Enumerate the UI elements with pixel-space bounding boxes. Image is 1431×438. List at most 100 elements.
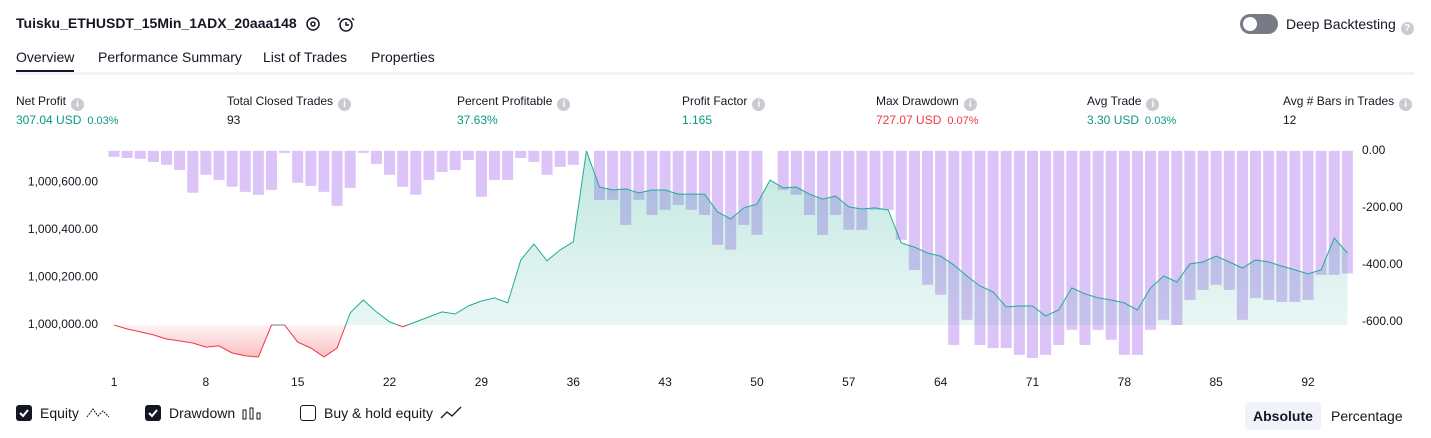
drawdown-bar: [1328, 150, 1340, 275]
stat-value: 12: [1283, 113, 1297, 127]
drawdown-bar: [279, 150, 291, 153]
drawdown-bar: [357, 150, 369, 153]
y-tick-label: 1,000,400.00: [28, 222, 98, 236]
drawdown-bar: [226, 150, 238, 187]
info-icon[interactable]: i: [1399, 98, 1413, 111]
drawdown-bar: [318, 150, 330, 192]
drawdown-bar: [1026, 150, 1038, 359]
drawdown-bar: [1118, 150, 1130, 355]
drawdown-bar: [331, 150, 343, 206]
x-tick-label: 15: [291, 375, 305, 389]
checkbox[interactable]: [145, 405, 161, 421]
drawdown-bar: [777, 150, 789, 190]
info-icon[interactable]: i: [752, 98, 766, 111]
drawdown-bar: [515, 150, 527, 158]
drawdown-bar: [817, 150, 829, 235]
drawdown-bar: [423, 150, 435, 180]
drawdown-bar: [659, 150, 671, 210]
legend-item[interactable]: Drawdown: [145, 405, 263, 421]
drawdown-bar: [502, 150, 514, 180]
drawdown-bar: [436, 150, 448, 172]
drawdown-bar: [790, 150, 802, 195]
help-icon[interactable]: ?: [1400, 22, 1414, 35]
drawdown-bar: [174, 150, 186, 170]
x-tick-label: 8: [203, 375, 210, 389]
percentage-button[interactable]: Percentage: [1331, 408, 1403, 424]
strategy-title: Tuisku_ETHUSDT_15Min_1ADX_20aaa148: [16, 15, 297, 31]
tab[interactable]: List of Trades: [263, 49, 348, 65]
legend-label: Drawdown: [169, 405, 236, 421]
drawdown-bar: [1040, 150, 1052, 355]
drawdown-bar: [751, 150, 763, 235]
x-tick-label: 57: [842, 375, 856, 389]
drawdown-bar: [830, 150, 842, 215]
text: Profit Factor: [682, 94, 748, 108]
checkbox[interactable]: [300, 405, 316, 421]
stat-label: Avg # Bars in Trades i: [1283, 94, 1413, 111]
drawdown-bar: [1223, 150, 1235, 290]
text: 307.04 USD: [16, 113, 82, 127]
drawdown-bar: [803, 150, 815, 215]
y-tick-label: 1,000,200.00: [28, 270, 98, 284]
stat-label: Avg Trade i: [1087, 94, 1160, 111]
drawdown-bar: [252, 150, 264, 195]
drawdown-bar: [922, 150, 934, 285]
text: 3.30 USD: [1087, 113, 1140, 127]
text: Total Closed Trades: [227, 94, 334, 108]
text: Max Drawdown: [876, 94, 959, 108]
drawdown-bar: [1236, 150, 1248, 320]
toggle[interactable]: [1240, 14, 1278, 34]
drawdown-bar: [121, 150, 133, 158]
drawdown-bar: [698, 150, 710, 215]
stat-label: Profit Factor i: [682, 94, 766, 111]
drawdown-bar: [1250, 150, 1262, 298]
drawdown-bar: [265, 150, 277, 190]
absolute-button[interactable]: Absolute: [1245, 402, 1321, 430]
drawdown-bar: [384, 150, 396, 175]
x-tick-label: 64: [934, 375, 948, 389]
info-icon[interactable]: i: [963, 98, 977, 111]
drawdown-bar: [843, 150, 855, 230]
x-tick-label: 78: [1118, 375, 1132, 389]
drawdown-bar: [213, 150, 225, 180]
tab[interactable]: Overview: [16, 49, 75, 73]
text: Percent Profitable: [457, 94, 553, 108]
tab[interactable]: Performance Summary: [98, 49, 242, 65]
legend-item[interactable]: Equity: [16, 405, 111, 421]
tab[interactable]: Properties: [371, 49, 435, 65]
drawdown-bar: [908, 150, 920, 270]
drawdown-bar: [1013, 150, 1025, 355]
equity-line: [113, 150, 1348, 358]
stat-value: 37.63%: [457, 113, 498, 127]
drawdown-bar: [410, 150, 422, 195]
info-icon[interactable]: i: [1146, 98, 1160, 111]
info-icon[interactable]: i: [71, 98, 85, 111]
drawdown-bar: [108, 150, 120, 157]
drawdown-bar: [725, 150, 737, 250]
drawdown-bar: [292, 150, 304, 183]
drawdown-bar: [935, 150, 947, 295]
drawdown-bar: [1263, 150, 1275, 300]
drawdown-bar: [633, 150, 645, 200]
y-tick-label: 1,000,600.00: [28, 175, 98, 189]
info-icon[interactable]: i: [338, 98, 352, 111]
x-tick-label: 22: [383, 375, 397, 389]
drawdown-bar: [1158, 150, 1170, 320]
checkbox[interactable]: [16, 405, 32, 421]
info-icon[interactable]: i: [557, 98, 571, 111]
title-icons[interactable]: [304, 14, 364, 34]
drawdown-bar: [397, 150, 409, 187]
drawdown-bar: [305, 150, 317, 186]
drawdown-bar: [462, 150, 474, 160]
drawdown-bar: [239, 150, 251, 192]
drawdown-bar: [1197, 150, 1209, 290]
drawdown-bar: [1289, 150, 1301, 302]
legend-item[interactable]: Buy & hold equity: [300, 405, 463, 421]
text: Avg Trade: [1087, 94, 1142, 108]
stat-value: 93: [227, 113, 241, 127]
x-tick-label: 92: [1301, 375, 1315, 389]
equity-area: [114, 150, 1348, 357]
drawdown-bar: [370, 150, 382, 164]
drawdown-bar: [1066, 150, 1078, 330]
y2-tick-label: -400.00: [1362, 257, 1403, 271]
